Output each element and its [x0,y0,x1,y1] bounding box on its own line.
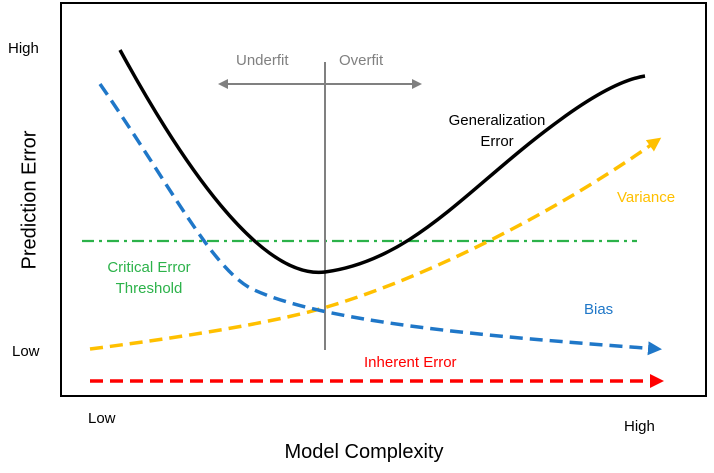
x-low-label: Low [88,410,116,427]
threshold-label-line1: Critical Error [107,259,191,276]
threshold-label: Critical Error Threshold [107,259,190,298]
bias-curve [98,83,662,356]
generalization-label-line1: Generalization [448,112,546,129]
y-low-label: Low [12,343,40,360]
x-high-label: High [624,418,655,435]
generalization-error-curve [118,49,646,274]
generalization-error-label: Generalization Error [449,112,546,151]
x-axis-title: Model Complexity [284,441,444,463]
bias-label: Bias [584,301,614,318]
variance-label: Variance [617,189,676,206]
plot-frame [60,2,707,397]
inherent-error-label: Inherent Error [364,354,457,371]
underfit-label: Underfit [236,52,289,69]
variance-curve [89,137,662,351]
y-axis-title: Prediction Error [18,130,41,270]
y-high-label: High [8,40,39,57]
generalization-label-line2: Error [480,133,514,151]
threshold-label-line2: Threshold [115,280,183,298]
overfit-label: Overfit [339,52,384,69]
